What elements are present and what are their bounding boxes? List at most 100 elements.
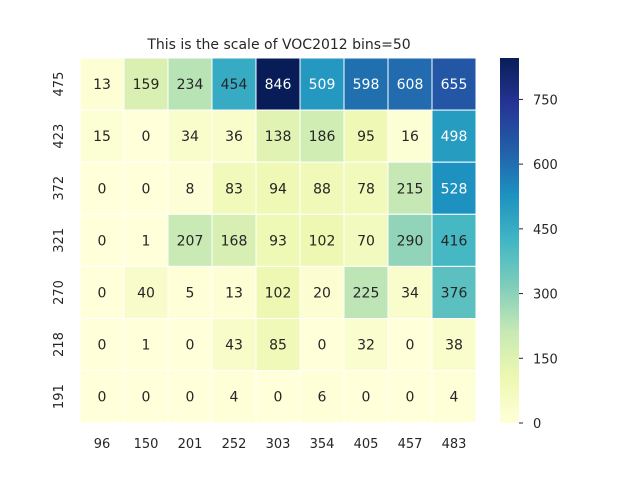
heatmap-cell xyxy=(79,370,125,424)
heatmap-cell xyxy=(79,161,125,215)
cell-value-label: 0 xyxy=(98,285,107,301)
heatmap-cell xyxy=(387,109,433,163)
heatmap-cell xyxy=(431,370,477,424)
cell-value-label: 83 xyxy=(225,181,243,197)
x-tick-label: 96 xyxy=(94,437,111,452)
x-tick-label: 201 xyxy=(178,437,203,452)
cell-value-label: 5 xyxy=(186,285,195,301)
cell-value-label: 0 xyxy=(362,390,371,406)
cell-value-label: 34 xyxy=(181,129,199,145)
heatmap-cell xyxy=(79,265,125,319)
cell-value-label: 0 xyxy=(98,181,107,197)
y-tick-label: 270 xyxy=(52,280,67,305)
cell-value-label: 608 xyxy=(397,77,424,93)
heatmap-cell xyxy=(79,109,125,163)
heatmap-cell xyxy=(299,370,345,424)
heatmap-cell xyxy=(387,57,433,111)
cell-value-label: 138 xyxy=(265,129,292,145)
cell-value-label: 0 xyxy=(318,338,327,354)
heatmap-cell xyxy=(211,318,257,372)
heatmap-cell xyxy=(123,161,169,215)
colorbar-tick-label: 750 xyxy=(533,93,558,108)
cell-value-label: 43 xyxy=(225,338,243,354)
colorbar-ticks: 0 150 300 450 600 750 xyxy=(519,93,558,432)
cell-value-label: 159 xyxy=(133,77,160,93)
heatmap-cell xyxy=(431,318,477,372)
heatmap-cell xyxy=(79,57,125,111)
y-tick-label: 372 xyxy=(52,176,67,201)
heatmap-cell xyxy=(79,213,125,267)
cell-value-label: 102 xyxy=(309,233,336,249)
cell-value-label: 0 xyxy=(142,390,151,406)
cell-value-label: 1 xyxy=(142,233,151,249)
x-tick-label: 405 xyxy=(354,437,379,452)
cell-value-label: 598 xyxy=(353,77,380,93)
cell-value-label: 13 xyxy=(225,285,243,301)
cell-value-label: 102 xyxy=(265,285,292,301)
heatmap-cell xyxy=(343,265,389,319)
heatmap-cell xyxy=(167,318,213,372)
colorbar xyxy=(500,58,519,423)
y-tick-label: 191 xyxy=(52,384,67,409)
cell-value-label: 528 xyxy=(441,181,468,197)
cell-value-label: 34 xyxy=(401,285,419,301)
cell-value-label: 16 xyxy=(401,129,419,145)
heatmap-cell xyxy=(431,161,477,215)
cell-value-label: 93 xyxy=(269,233,287,249)
heatmap-cell xyxy=(123,57,169,111)
chart-title: This is the scale of VOC2012 bins=50 xyxy=(146,37,410,53)
cell-value-label: 15 xyxy=(93,129,111,145)
cell-value-label: 0 xyxy=(186,338,195,354)
heatmap-cell xyxy=(255,370,301,424)
heatmap-cell xyxy=(123,318,169,372)
cell-value-label: 655 xyxy=(441,77,468,93)
x-tick-label: 150 xyxy=(134,437,159,452)
heatmap-cell xyxy=(299,265,345,319)
cell-value-label: 94 xyxy=(269,181,287,197)
cell-value-label: 0 xyxy=(142,181,151,197)
heatmap-cell xyxy=(167,370,213,424)
heatmap-cell xyxy=(431,109,477,163)
heatmap-cell xyxy=(167,57,213,111)
heatmap-cell xyxy=(211,213,257,267)
colorbar-tick-label: 600 xyxy=(533,158,558,173)
cell-value-label: 215 xyxy=(397,181,424,197)
cell-value-label: 36 xyxy=(225,129,243,145)
heatmap-cell xyxy=(431,213,477,267)
y-axis-ticks: 475 423 372 321 270 218 191 xyxy=(52,72,67,409)
cell-value-label: 0 xyxy=(406,390,415,406)
x-tick-label: 252 xyxy=(222,437,247,452)
cell-value-label: 509 xyxy=(309,77,336,93)
cell-value-label: 40 xyxy=(137,285,155,301)
heatmap-cell xyxy=(343,109,389,163)
y-tick-label: 423 xyxy=(52,124,67,149)
cell-value-label: 0 xyxy=(186,390,195,406)
heatmap-cell xyxy=(167,109,213,163)
heatmap-cell xyxy=(387,318,433,372)
cell-value-label: 88 xyxy=(313,181,331,197)
heatmap-cell xyxy=(255,161,301,215)
cell-value-label: 0 xyxy=(406,338,415,354)
cell-value-label: 376 xyxy=(441,285,468,301)
cell-value-label: 20 xyxy=(313,285,331,301)
cell-value-label: 207 xyxy=(177,233,204,249)
cell-value-label: 95 xyxy=(357,129,375,145)
cell-value-label: 8 xyxy=(186,181,195,197)
cell-value-label: 70 xyxy=(357,233,375,249)
cell-value-label: 0 xyxy=(98,338,107,354)
colorbar-tick-label: 150 xyxy=(533,352,558,367)
heatmap-cell xyxy=(431,265,477,319)
y-tick-label: 218 xyxy=(52,332,67,357)
colorbar-tick-label: 450 xyxy=(533,223,558,238)
heatmap-cell xyxy=(255,318,301,372)
heatmap-cell xyxy=(79,318,125,372)
heatmap-cell xyxy=(211,161,257,215)
cell-value-label: 0 xyxy=(98,233,107,249)
heatmap-cell xyxy=(167,161,213,215)
cell-value-label: 454 xyxy=(221,77,248,93)
cell-value-label: 0 xyxy=(98,390,107,406)
x-axis-ticks: 96 150 201 252 303 354 405 457 483 xyxy=(94,437,467,452)
